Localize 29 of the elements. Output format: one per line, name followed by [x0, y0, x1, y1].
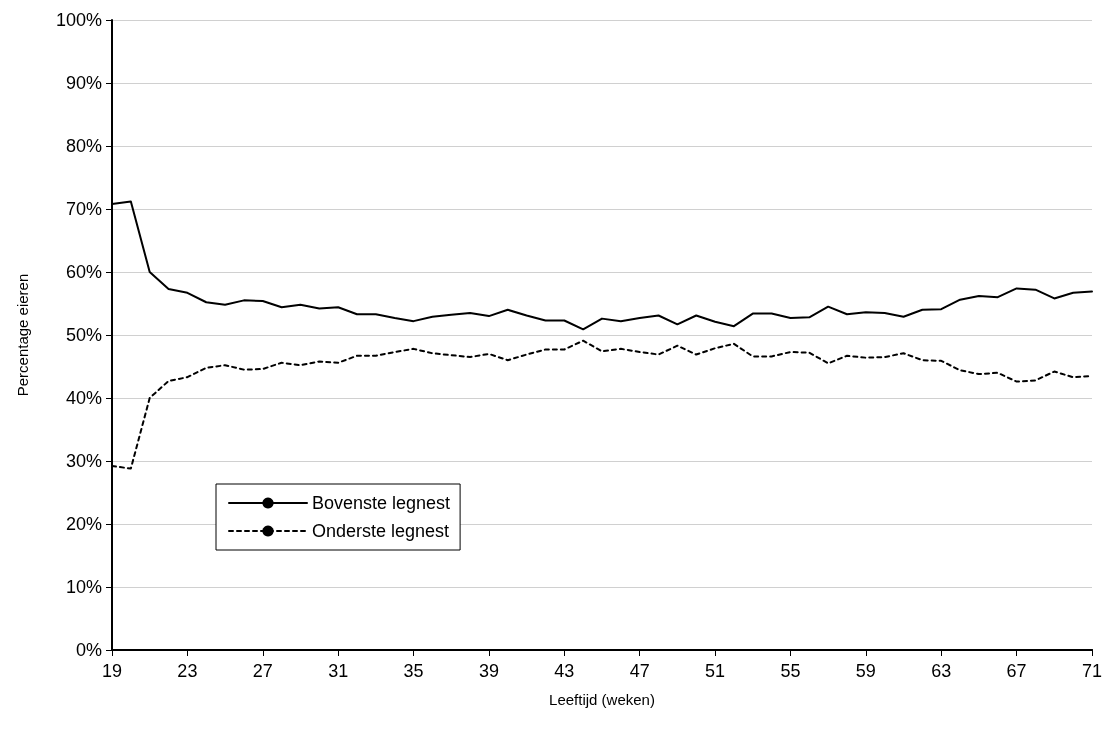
y-tick-label: 90% [65, 73, 102, 93]
y-tick-label: 30% [65, 451, 102, 471]
x-tick-label: 47 [629, 661, 650, 681]
y-tick-label: 50% [65, 325, 102, 345]
x-tick-label: 59 [855, 661, 876, 681]
y-tick-label: 0% [75, 640, 102, 660]
y-tick-label: 80% [65, 136, 102, 156]
y-tick-label: 40% [65, 388, 102, 408]
legend-label: Onderste legnest [312, 521, 450, 541]
x-tick-label: 51 [705, 661, 726, 681]
x-tick-label: 31 [328, 661, 349, 681]
x-axis-title: Leeftijd (weken) [549, 691, 655, 708]
x-tick-label: 27 [252, 661, 273, 681]
x-tick-label: 35 [403, 661, 424, 681]
y-tick-label: 60% [65, 262, 102, 282]
y-tick-label: 10% [65, 577, 102, 597]
x-tick-label: 43 [554, 661, 575, 681]
y-axis-title: Percentage eieren [14, 273, 31, 397]
y-tick-label: 100% [55, 10, 102, 30]
x-tick-label: 63 [931, 661, 952, 681]
y-tick-label: 70% [65, 199, 102, 219]
legend-label: Bovenste legnest [312, 493, 451, 513]
x-tick-label: 39 [478, 661, 499, 681]
y-tick-label: 20% [65, 514, 102, 534]
x-tick-label: 67 [1006, 661, 1027, 681]
x-tick-label: 71 [1081, 661, 1102, 681]
x-tick-label: 23 [177, 661, 198, 681]
x-tick-label: 19 [101, 661, 123, 681]
x-tick-label: 55 [780, 661, 801, 681]
